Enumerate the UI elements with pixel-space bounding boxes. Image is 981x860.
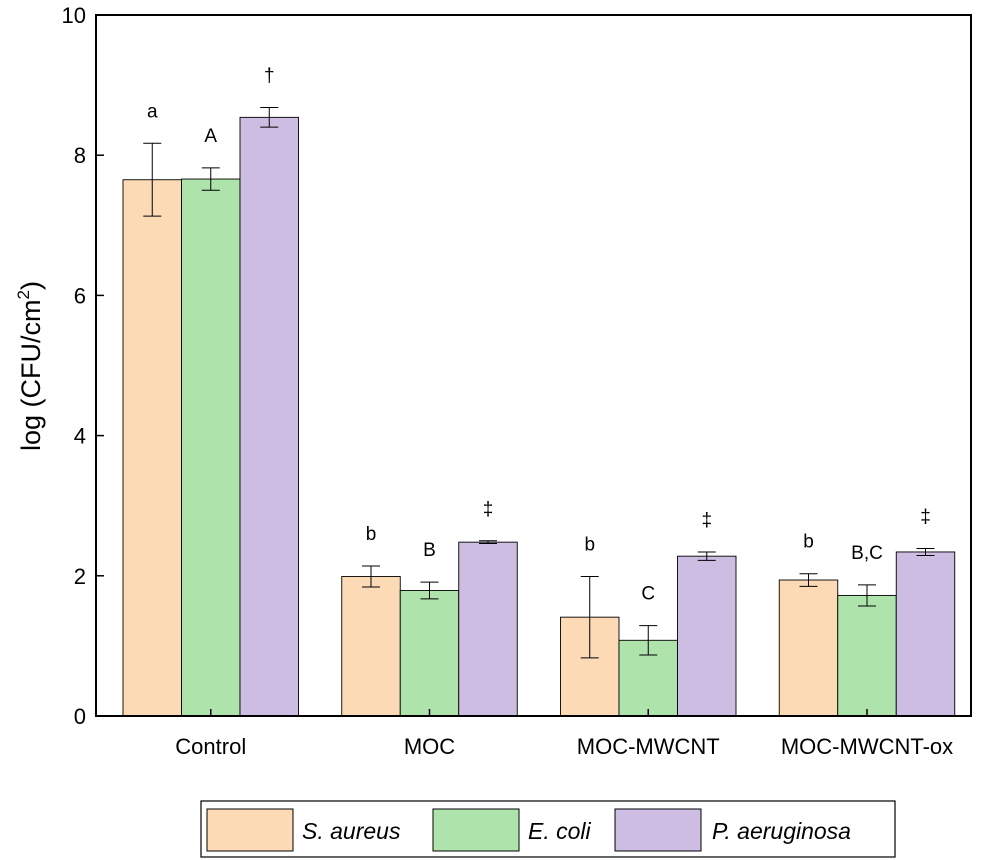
sig-label-s-aureus-moc: b <box>366 524 377 545</box>
error-bar-s-aureus-control <box>143 142 162 217</box>
bar-p-aeruginosa-moc-mwcnt-ox <box>895 551 956 717</box>
y-axis-label: log (CFU/cm2) <box>14 281 46 451</box>
error-bar-p-aeruginosa-moc-mwcnt <box>697 551 716 561</box>
sig-label-p-aeruginosa-control: † <box>264 66 275 87</box>
legend: S. aureus E. coli P. aeruginosa <box>200 800 896 858</box>
legend-label-s-aureus: S. aureus <box>302 818 401 844</box>
error-bars-layer <box>143 107 935 659</box>
bar-e-coli-control <box>181 178 241 717</box>
error-bar-s-aureus-moc-mwcnt-ox <box>799 573 818 587</box>
y-tick-label-0: 0 <box>74 704 86 729</box>
significance-labels-layer: a A † b B ‡ b C ‡ b B,C ‡ <box>147 66 931 605</box>
y-tick-label-2: 2 <box>74 564 86 589</box>
bar-e-coli-moc-mwcnt-ox <box>837 594 897 717</box>
x-tick-label-control: Control <box>175 734 246 759</box>
bar-s-aureus-moc-mwcnt-ox <box>778 579 839 717</box>
sig-label-e-coli-moc-mwcnt-ox: B,C <box>851 543 883 564</box>
x-axis: Control MOC MOC-MWCNT MOC-MWCNT-ox <box>175 709 953 759</box>
sig-label-p-aeruginosa-moc-mwcnt: ‡ <box>701 510 712 531</box>
error-bar-e-coli-moc-mwcnt <box>639 625 658 656</box>
sig-label-p-aeruginosa-moc-mwcnt-ox: ‡ <box>920 506 931 527</box>
sig-label-s-aureus-control: a <box>147 101 158 122</box>
legend-label-e-coli: E. coli <box>528 818 592 844</box>
bar-s-aureus-control <box>122 179 182 717</box>
y-tick-label-8: 8 <box>74 143 86 168</box>
error-bar-e-coli-moc <box>420 581 439 600</box>
error-bar-e-coli-control <box>201 167 220 191</box>
bar-p-aeruginosa-moc-mwcnt <box>677 555 737 717</box>
error-bar-e-coli-moc-mwcnt-ox <box>858 584 876 607</box>
y-tick-label-4: 4 <box>74 424 86 449</box>
y-tick-label-10: 10 <box>62 3 86 28</box>
legend-label-p-aeruginosa: P. aeruginosa <box>712 818 851 844</box>
plot-frame <box>95 14 972 717</box>
bar-p-aeruginosa-moc <box>458 541 518 717</box>
error-bar-s-aureus-moc-mwcnt <box>580 576 599 659</box>
bar-s-aureus-moc <box>341 576 401 717</box>
sig-label-s-aureus-moc-mwcnt-ox: b <box>803 532 814 553</box>
bar-e-coli-moc <box>399 590 460 717</box>
legend-frame <box>200 800 896 858</box>
error-bar-s-aureus-moc <box>362 565 380 588</box>
legend-swatch-p-aeruginosa <box>614 808 702 852</box>
y-axis: 0 2 4 6 8 10 <box>62 3 104 729</box>
sig-label-e-coli-moc: B <box>423 540 436 561</box>
sig-label-e-coli-control: A <box>204 126 217 147</box>
x-tick-label-moc: MOC <box>404 734 455 759</box>
sig-label-p-aeruginosa-moc: ‡ <box>483 499 494 520</box>
x-tick-label-moc-mwcnt-ox: MOC-MWCNT-ox <box>781 734 953 759</box>
x-tick-label-moc-mwcnt: MOC-MWCNT <box>577 734 720 759</box>
legend-swatch-e-coli <box>432 808 520 852</box>
legend-swatch-s-aureus <box>206 808 294 852</box>
y-tick-label-6: 6 <box>74 283 86 308</box>
error-bar-p-aeruginosa-control <box>260 107 279 128</box>
bars-layer <box>122 116 956 717</box>
sig-label-e-coli-moc-mwcnt: C <box>641 584 655 605</box>
error-bar-p-aeruginosa-moc <box>479 540 497 545</box>
sig-label-s-aureus-moc-mwcnt: b <box>584 535 595 556</box>
error-bar-p-aeruginosa-moc-mwcnt-ox <box>916 547 935 556</box>
bar-p-aeruginosa-control <box>239 116 299 717</box>
